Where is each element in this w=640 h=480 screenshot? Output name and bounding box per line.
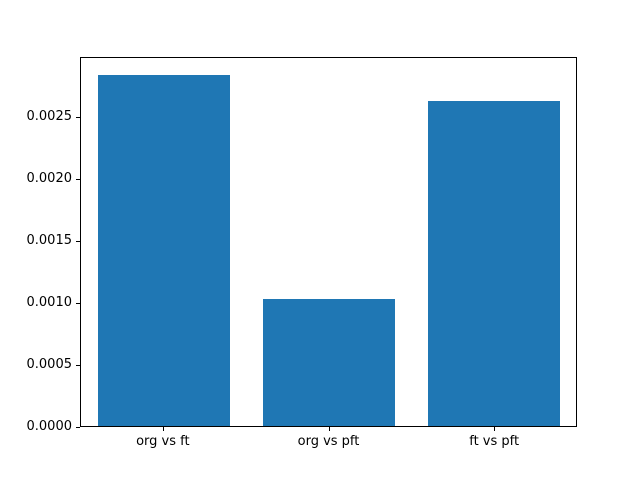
y-tick-mark xyxy=(76,178,80,180)
x-tick-label-org-vs-pft: org vs pft xyxy=(297,434,360,449)
x-tick-mark xyxy=(162,427,164,431)
y-tick-label: 0.0010 xyxy=(26,294,73,310)
bar-org-vs-ft xyxy=(97,75,230,426)
x-tick-label-org-vs-ft: org vs ft xyxy=(136,434,190,449)
y-tick-label: 0.0015 xyxy=(26,232,73,248)
y-tick-mark xyxy=(76,302,80,304)
bar-org-vs-pft xyxy=(262,298,395,426)
y-tick-mark xyxy=(76,427,80,428)
y-tick-mark xyxy=(76,240,80,242)
bar-ft-vs-pft xyxy=(427,101,560,426)
y-tick-label: 0.0000 xyxy=(26,419,73,434)
bar-layer xyxy=(81,58,576,426)
x-tick-mark xyxy=(494,427,496,431)
x-tick-label-ft-vs-pft: ft vs pft xyxy=(469,434,520,449)
y-tick-label: 0.0025 xyxy=(26,108,73,124)
plot-area xyxy=(80,57,577,427)
y-tick-mark xyxy=(76,364,80,366)
y-tick-label: 0.0005 xyxy=(26,356,73,372)
y-tick-label: 0.0020 xyxy=(26,170,73,186)
y-tick-mark xyxy=(76,116,80,118)
x-tick-mark xyxy=(328,427,330,431)
